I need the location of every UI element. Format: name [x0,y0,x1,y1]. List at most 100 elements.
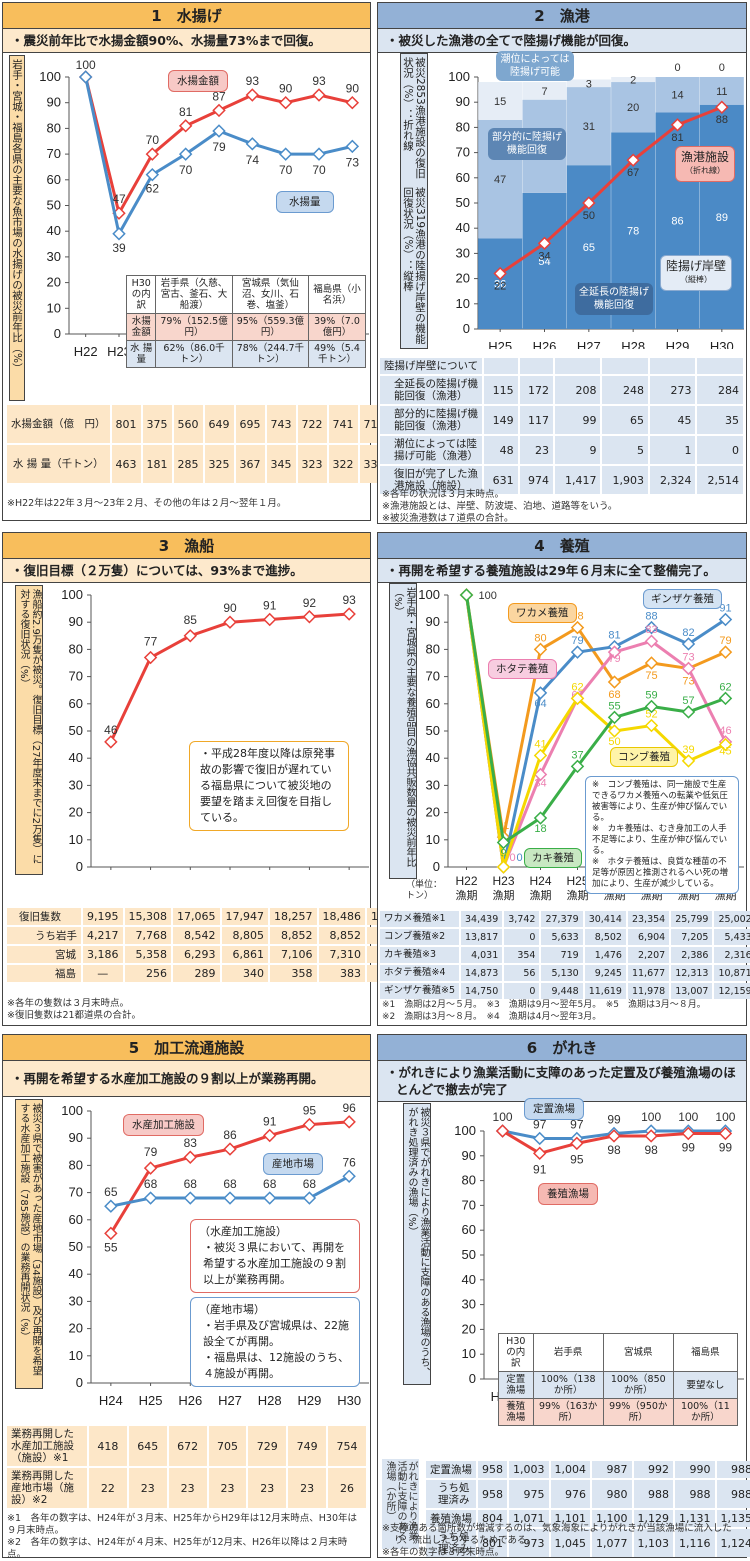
svg-text:0: 0 [76,1375,83,1390]
callout-kaki: カキ養殖 [524,848,582,868]
svg-text:11: 11 [716,86,727,98]
svg-text:漁期: 漁期 [493,888,515,902]
svg-text:70: 70 [146,133,160,147]
svg-text:2: 2 [630,75,636,87]
svg-text:55: 55 [608,700,620,712]
svg-text:H29: H29 [297,877,321,879]
svg-text:62: 62 [719,681,731,693]
svg-text:73: 73 [682,651,694,663]
svg-text:100: 100 [448,69,470,84]
svg-text:70: 70 [456,145,470,160]
svg-text:39: 39 [112,241,126,255]
svg-text:漁期: 漁期 [456,888,478,902]
panel-subtitle: ・再開を希望する水産加工施設の９割以上が業務再開。 [3,1061,370,1097]
svg-text:79: 79 [212,140,226,154]
svg-text:39: 39 [682,744,694,756]
svg-text:90: 90 [47,95,61,110]
svg-text:50: 50 [47,198,61,213]
svg-text:70: 70 [279,163,293,177]
svg-text:86: 86 [671,216,683,228]
svg-text:91: 91 [719,602,731,614]
svg-text:82: 82 [682,627,694,639]
svg-text:40: 40 [69,750,83,765]
svg-text:68: 68 [223,1177,237,1191]
svg-text:91: 91 [263,1114,277,1128]
svg-text:95: 95 [570,1152,584,1166]
svg-text:50: 50 [69,723,83,738]
svg-text:100: 100 [715,1110,735,1124]
svg-text:80: 80 [47,120,61,135]
svg-text:40: 40 [426,750,440,765]
landings-data-table: 水揚金額（億 円） 801 375 560 649 695 743 722 741 719 水 揚… [5,403,391,485]
svg-text:78: 78 [627,226,639,238]
callout-fukushima-note: ・平成28年度以降は原発事故の影響で復旧が遅れている福島県について被災地の要望を… [189,741,349,831]
svg-text:14: 14 [671,90,683,102]
svg-text:40: 40 [462,1272,476,1287]
processing-data-table: 業務再開した水産加工施設（施設）※1 418 645 672 705 729 749 754 … [5,1424,368,1510]
svg-text:88: 88 [645,611,657,623]
svg-text:52: 52 [645,709,657,721]
svg-text:98: 98 [607,1143,621,1157]
panel-subtitle: ・復旧目標（２万隻）については、93%まで進捗。 [3,559,370,583]
svg-text:H23: H23 [492,874,514,888]
svg-text:H29: H29 [297,1393,321,1408]
svg-text:20: 20 [627,102,639,114]
callout-market: 産地市場 [263,1153,323,1175]
svg-text:20: 20 [69,1321,83,1336]
svg-text:45: 45 [719,746,731,758]
callout-ginzake: ギンザケ養殖 [643,589,722,609]
svg-text:漁期: 漁期 [567,888,589,902]
svg-text:77: 77 [144,635,158,649]
svg-text:20: 20 [462,1321,476,1336]
svg-text:62: 62 [571,681,583,693]
callout-processing: 水産加工施設 [123,1114,204,1136]
svg-text:93: 93 [312,74,326,88]
callout-konbu: コンブ養殖 [610,747,679,767]
box-processing: （水産加工施設） ・被災３県において、再開を希望する水産加工施設の９割以上が業務再… [190,1219,360,1293]
callout-wakame: ワカメ養殖 [508,603,577,623]
svg-text:0: 0 [433,859,440,874]
svg-text:85: 85 [184,613,198,627]
footnotes: ※支障のある箇所数が増減するのは、気象海象によりがれきが当該漁場に流入したり、流… [382,1523,732,1558]
svg-text:41: 41 [534,738,546,750]
svg-text:60: 60 [47,172,61,187]
callout-full: 全延長の陸揚げ機能回復 [575,283,653,315]
footnotes: ※1 漁期は2月～５月。 ※3 漁期は9月～翌年5月。 ※5 漁期は3月～８月。… [382,1000,706,1022]
svg-text:97: 97 [570,1117,584,1131]
svg-text:30: 30 [426,777,440,792]
svg-text:80: 80 [69,641,83,656]
svg-text:100: 100 [418,587,440,602]
svg-text:70: 70 [426,669,440,684]
aquaculture-data-table: ワカメ養殖※1 34,439 3,742 27,379 30,414 23,354 25,7… [378,909,750,1001]
svg-text:18: 18 [534,823,546,835]
svg-text:H27: H27 [218,1393,242,1408]
svg-text:98: 98 [644,1143,658,1157]
svg-text:30: 30 [69,777,83,792]
svg-text:68: 68 [263,1177,277,1191]
svg-text:0: 0 [503,852,509,864]
svg-text:9: 9 [500,848,506,860]
svg-text:91: 91 [263,598,277,612]
panel-title: 3 漁船 [3,533,370,559]
svg-text:79: 79 [144,1145,158,1159]
svg-text:H26: H26 [178,1393,202,1408]
svg-text:50: 50 [583,210,595,222]
svg-text:10: 10 [47,300,61,315]
svg-text:50: 50 [456,195,470,210]
svg-text:90: 90 [69,1130,83,1145]
svg-text:93: 93 [246,74,260,88]
svg-text:74: 74 [246,153,260,167]
svg-text:40: 40 [69,1266,83,1281]
panel-subtitle: ・がれきにより漁業活動に支障のあった定置及び養殖漁場のほとんどで撤去が完了 [378,1061,746,1102]
svg-text:100: 100 [641,1110,661,1124]
y-axis-label: 漁船約2.9万隻が被災。復旧目標（27年度末までに2万隻）に対する復旧状況（%） [15,585,43,875]
svg-text:H28: H28 [258,1393,282,1408]
callout-notes: ※ コンブ養殖は、同一施設で生産できるワカメ養殖への転業や低気圧被害等により、生… [585,776,739,894]
svg-text:10: 10 [426,832,440,847]
svg-text:80: 80 [462,1173,476,1188]
panel-landings: 1 水揚げ ・震災前年比で水揚金額90%、水揚量73%まで回復。 岩手・宮城・福… [2,2,389,521]
svg-text:81: 81 [671,132,683,144]
svg-text:79: 79 [608,653,620,665]
svg-text:漁期: 漁期 [530,888,552,902]
svg-text:100: 100 [678,1110,698,1124]
